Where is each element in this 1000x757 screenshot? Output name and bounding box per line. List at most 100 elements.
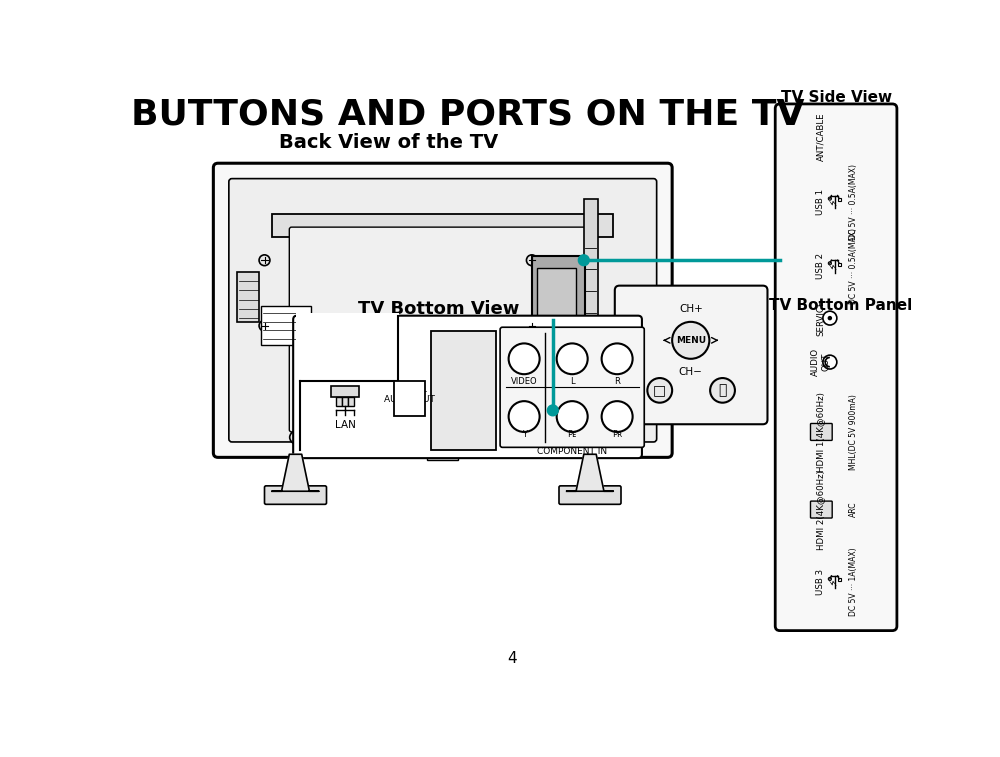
Circle shape bbox=[526, 320, 537, 331]
Circle shape bbox=[561, 436, 564, 439]
FancyBboxPatch shape bbox=[615, 285, 767, 424]
Circle shape bbox=[453, 436, 456, 439]
Bar bbox=[838, 578, 841, 581]
Bar bbox=[427, 449, 458, 460]
Text: Pᴇ: Pᴇ bbox=[568, 430, 577, 439]
Circle shape bbox=[828, 197, 831, 200]
FancyBboxPatch shape bbox=[289, 227, 588, 432]
Bar bbox=[336, 397, 342, 406]
Ellipse shape bbox=[553, 426, 596, 448]
Bar bbox=[296, 313, 399, 381]
Text: ANT/CABLE: ANT/CABLE bbox=[816, 113, 825, 161]
Text: TV Side View: TV Side View bbox=[781, 89, 892, 104]
Circle shape bbox=[437, 436, 440, 439]
Ellipse shape bbox=[414, 426, 456, 448]
Circle shape bbox=[557, 344, 588, 374]
Text: R: R bbox=[614, 377, 620, 386]
Text: DC 5V ··· 0.5A(MAX): DC 5V ··· 0.5A(MAX) bbox=[849, 229, 858, 304]
Circle shape bbox=[422, 436, 425, 439]
Text: AV IN: AV IN bbox=[518, 383, 541, 391]
Circle shape bbox=[298, 436, 301, 439]
FancyBboxPatch shape bbox=[264, 486, 326, 504]
Bar bbox=[342, 397, 348, 406]
Circle shape bbox=[569, 436, 572, 439]
Text: USB 2: USB 2 bbox=[816, 254, 825, 279]
Polygon shape bbox=[272, 454, 319, 491]
Circle shape bbox=[313, 436, 316, 439]
Text: LAN: LAN bbox=[335, 419, 356, 430]
Circle shape bbox=[306, 436, 309, 439]
Circle shape bbox=[509, 401, 540, 432]
Text: □: □ bbox=[653, 383, 666, 397]
Circle shape bbox=[526, 255, 537, 266]
Circle shape bbox=[437, 436, 440, 439]
Text: AUDIO
OUT: AUDIO OUT bbox=[811, 348, 830, 376]
Bar bbox=[838, 263, 841, 266]
Text: SERVICE: SERVICE bbox=[816, 300, 825, 336]
Text: 4: 4 bbox=[508, 651, 517, 666]
Circle shape bbox=[430, 436, 433, 439]
Circle shape bbox=[259, 255, 270, 266]
Text: HDMI 4(4K@30Hz): HDMI 4(4K@30Hz) bbox=[502, 407, 585, 416]
Text: Y: Y bbox=[522, 430, 527, 439]
Text: BUTTONS AND PORTS ON THE TV: BUTTONS AND PORTS ON THE TV bbox=[131, 98, 805, 132]
FancyBboxPatch shape bbox=[293, 316, 642, 458]
Bar bbox=[331, 386, 359, 397]
FancyBboxPatch shape bbox=[229, 179, 657, 442]
Circle shape bbox=[547, 405, 558, 416]
Text: MENU: MENU bbox=[676, 336, 706, 345]
Circle shape bbox=[445, 436, 448, 439]
Text: TV Bottom View: TV Bottom View bbox=[358, 300, 519, 318]
Circle shape bbox=[828, 578, 831, 581]
Bar bbox=[394, 381, 425, 416]
Circle shape bbox=[602, 344, 633, 374]
Bar bbox=[237, 272, 259, 322]
FancyBboxPatch shape bbox=[810, 501, 832, 518]
Bar bbox=[838, 198, 841, 201]
Circle shape bbox=[557, 401, 588, 432]
Bar bbox=[272, 214, 613, 237]
FancyBboxPatch shape bbox=[559, 486, 621, 504]
Text: COMPONENT IN: COMPONENT IN bbox=[537, 447, 607, 456]
Circle shape bbox=[259, 320, 270, 331]
Bar bbox=[431, 331, 496, 450]
Bar bbox=[261, 307, 311, 345]
FancyBboxPatch shape bbox=[500, 327, 644, 447]
Text: USB 3: USB 3 bbox=[816, 569, 825, 595]
Text: DC 5V ··· 1A(MAX): DC 5V ··· 1A(MAX) bbox=[849, 548, 858, 616]
Circle shape bbox=[509, 344, 540, 374]
Ellipse shape bbox=[429, 426, 472, 448]
FancyBboxPatch shape bbox=[213, 164, 672, 457]
Circle shape bbox=[445, 436, 448, 439]
Circle shape bbox=[585, 436, 588, 439]
Circle shape bbox=[321, 436, 324, 439]
Text: USB 1: USB 1 bbox=[816, 188, 825, 215]
Bar bbox=[532, 257, 585, 349]
Bar bbox=[537, 268, 576, 326]
Text: DIGITAL
AUDIO OUT: DIGITAL AUDIO OUT bbox=[384, 385, 435, 404]
Text: MHL(DC 5V 900mA): MHL(DC 5V 900mA) bbox=[849, 394, 858, 470]
Text: ⚡: ⚡ bbox=[830, 263, 840, 270]
FancyBboxPatch shape bbox=[810, 423, 832, 441]
Circle shape bbox=[828, 262, 831, 265]
Circle shape bbox=[577, 436, 580, 439]
Text: L: L bbox=[570, 377, 574, 386]
Text: Pʀ: Pʀ bbox=[612, 430, 622, 439]
Circle shape bbox=[578, 255, 589, 266]
Text: DC 5V ··· 0.5A(MAX): DC 5V ··· 0.5A(MAX) bbox=[849, 164, 858, 240]
Circle shape bbox=[672, 322, 709, 359]
Text: ⚡: ⚡ bbox=[830, 578, 840, 586]
Circle shape bbox=[823, 355, 837, 369]
Circle shape bbox=[828, 316, 831, 319]
Text: ⏻: ⏻ bbox=[718, 383, 727, 397]
Text: Back View of the TV: Back View of the TV bbox=[279, 133, 498, 152]
Bar bbox=[584, 198, 598, 407]
Ellipse shape bbox=[290, 426, 332, 448]
Text: TV Bottom Panel: TV Bottom Panel bbox=[769, 298, 912, 313]
Circle shape bbox=[461, 436, 464, 439]
Text: ⚡: ⚡ bbox=[830, 198, 840, 206]
Text: CH−: CH− bbox=[679, 367, 703, 377]
Text: HDMI 2(4K@60Hz): HDMI 2(4K@60Hz) bbox=[816, 469, 825, 550]
Circle shape bbox=[710, 378, 735, 403]
Polygon shape bbox=[567, 454, 613, 491]
